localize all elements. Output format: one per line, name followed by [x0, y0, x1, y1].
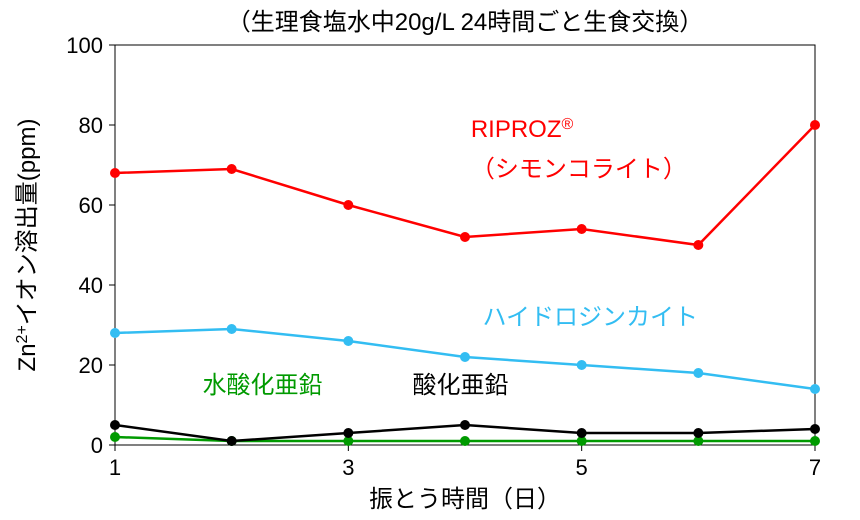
series-marker-zinc_oxide: [343, 428, 353, 438]
y-tick-label: 40: [79, 273, 103, 298]
x-tick-label: 7: [809, 455, 821, 480]
series-marker-riproz: [460, 232, 470, 242]
series-marker-zinc_oxide: [110, 420, 120, 430]
y-axis-label-group: Zn2+イオン溶出量(ppm): [14, 119, 42, 372]
series-marker-zinc_hydroxide: [810, 436, 820, 446]
x-tick-label: 5: [576, 455, 588, 480]
chart-svg: 0 20 40 60 80 100 1 3 5 7 （生理食塩水中20g/L 24時間ごと生食交換）…: [0, 0, 860, 520]
series-marker-riproz: [110, 168, 120, 178]
chart-title: （生理食塩水中20g/L 24時間ごと生食交換）: [227, 9, 704, 36]
series-marker-riproz: [810, 120, 820, 130]
series-marker-riproz: [343, 200, 353, 210]
x-tick-label: 1: [109, 455, 121, 480]
y-tick-label: 0: [91, 433, 103, 458]
series-marker-riproz: [577, 224, 587, 234]
series-marker-hydrozincite: [343, 336, 353, 346]
chart-container: 0 20 40 60 80 100 1 3 5 7 （生理食塩水中20g/L 24時間ごと生食交換）…: [0, 0, 860, 520]
series-line-riproz: [115, 125, 815, 245]
series-marker-zinc_hydroxide: [110, 432, 120, 442]
series-marker-hydrozincite: [577, 360, 587, 370]
series-label-riproz: RIPROZ®: [471, 116, 574, 144]
series-marker-riproz: [227, 164, 237, 174]
series-marker-zinc_oxide: [693, 428, 703, 438]
y-tick-label: 60: [79, 193, 103, 218]
series-label-hydrozincite: ハイドロジンカイト: [483, 304, 699, 331]
series-sublabel-riproz: （シモンコライト）: [471, 156, 687, 183]
x-tick-label: 3: [342, 455, 354, 480]
x-axis-label: 振とう時間（日）: [369, 486, 561, 513]
series-marker-zinc_oxide: [810, 424, 820, 434]
y-tick-label: 80: [79, 113, 103, 138]
series-label-zinc_oxide: 酸化亜鉛: [413, 372, 509, 399]
series-marker-hydrozincite: [693, 368, 703, 378]
y-tick-label: 20: [79, 353, 103, 378]
series-marker-hydrozincite: [227, 324, 237, 334]
series-marker-zinc_hydroxide: [460, 436, 470, 446]
y-tick-label: 100: [66, 33, 103, 58]
series-label-zinc_hydroxide: 水酸化亜鉛: [203, 372, 323, 399]
series-marker-hydrozincite: [460, 352, 470, 362]
y-axis-label: Zn2+イオン溶出量(ppm): [14, 119, 42, 372]
series-marker-hydrozincite: [810, 384, 820, 394]
series-marker-riproz: [693, 240, 703, 250]
series-marker-zinc_oxide: [227, 436, 237, 446]
series-marker-zinc_oxide: [460, 420, 470, 430]
series-marker-zinc_oxide: [577, 428, 587, 438]
series-marker-hydrozincite: [110, 328, 120, 338]
